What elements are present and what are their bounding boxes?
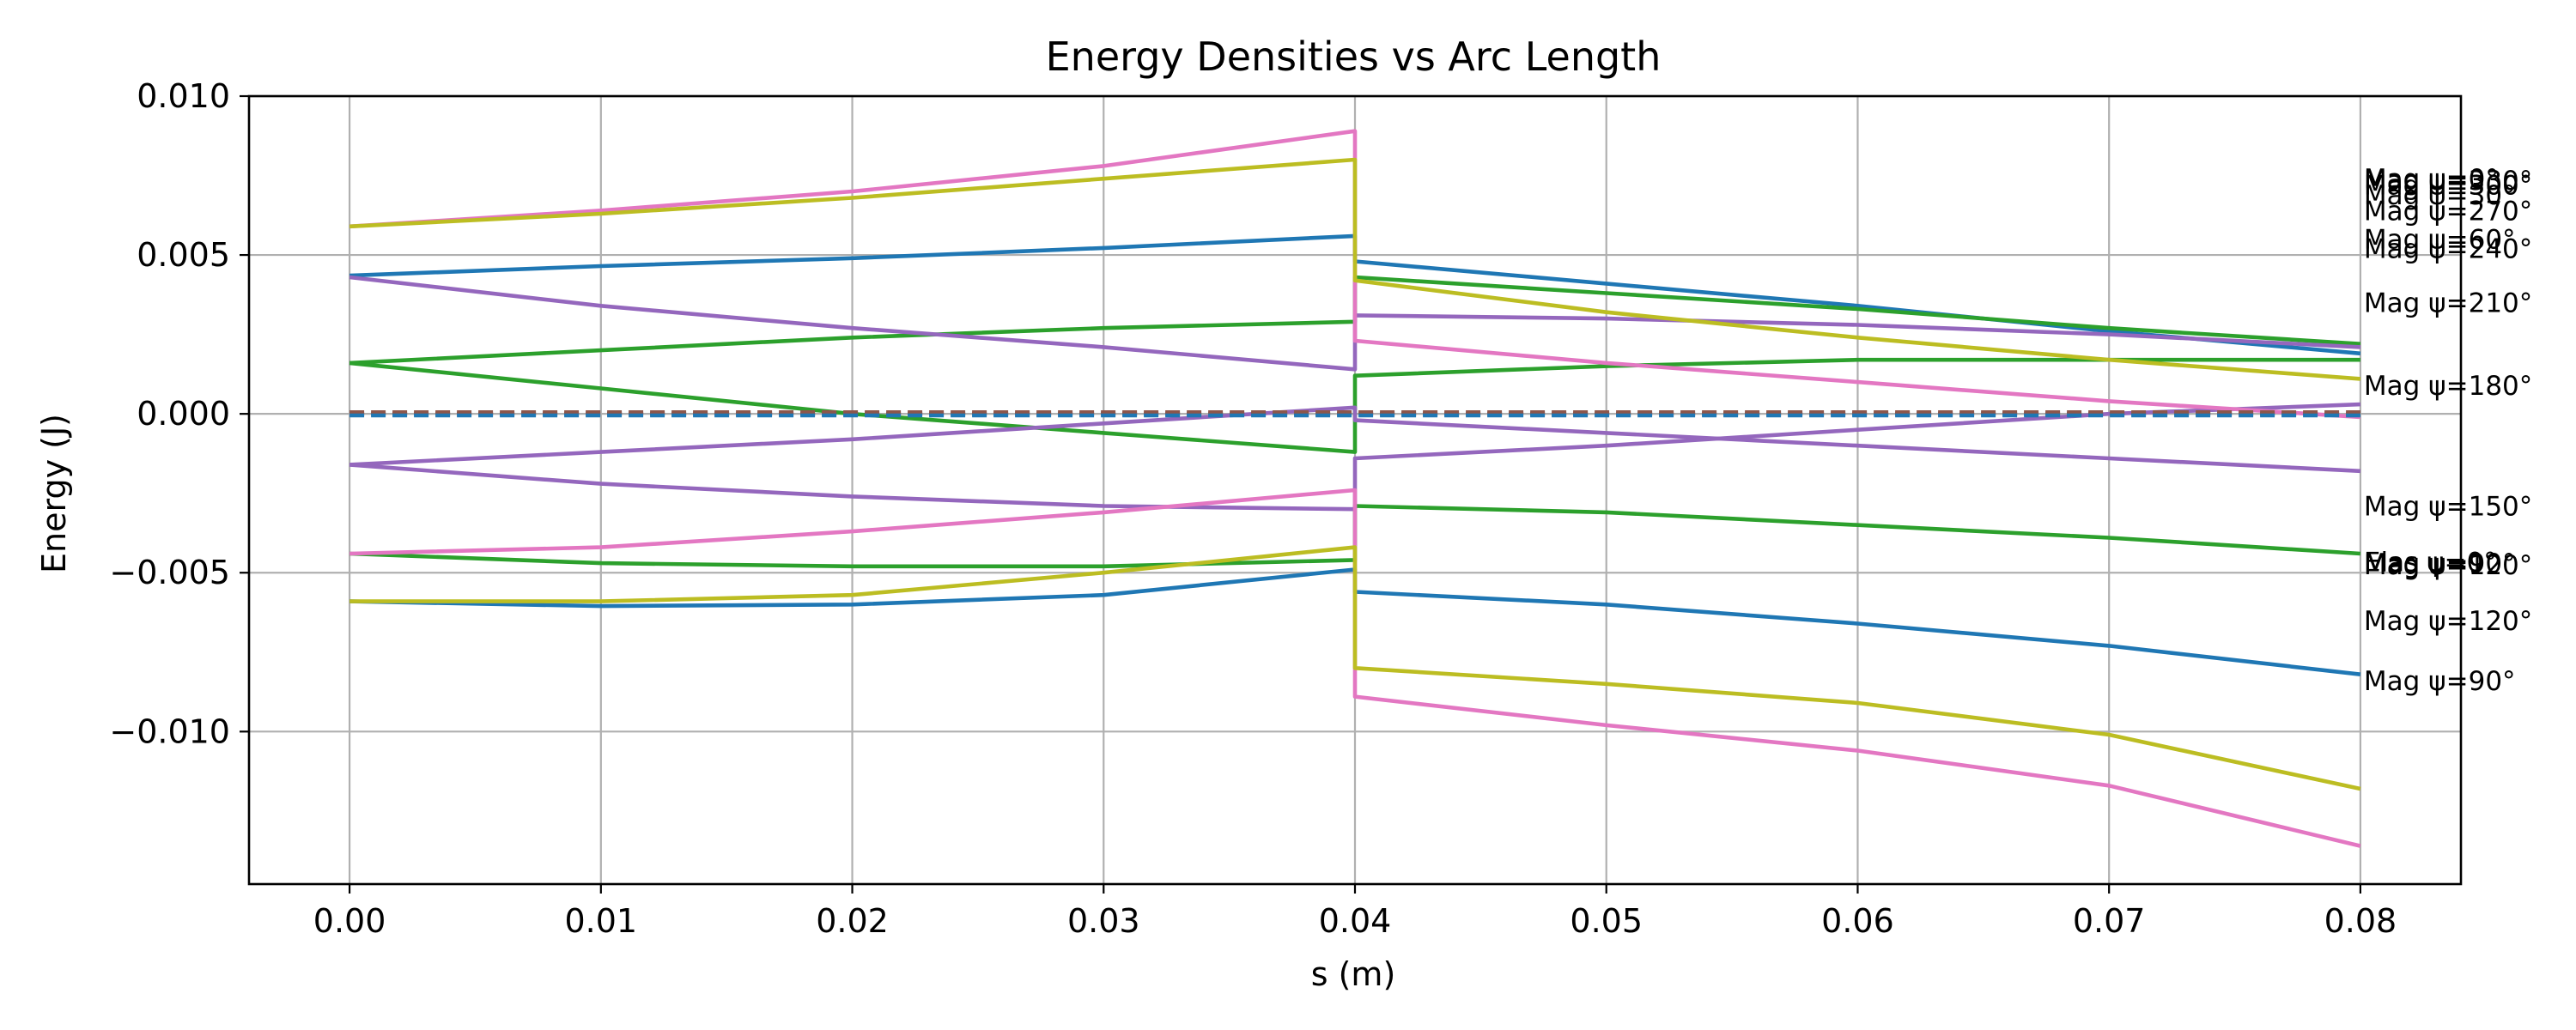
x-tick-label: 0.03 [1067,902,1140,940]
series-line-12 [349,545,2361,791]
end-label: Mag ψ=120° [2364,550,2532,581]
end-label: Mag ψ=0° [2364,164,2499,195]
x-tick-label: 0.08 [2324,902,2397,940]
x-tick-label: 0.00 [313,902,386,940]
series-line-11 [349,157,2361,381]
y-tick-label: −0.010 [109,712,230,750]
end-label: Mag ψ=60° [2364,225,2516,256]
end-label: Mag ψ=120° [2364,606,2532,637]
y-tick-label: −0.005 [109,554,230,591]
end-label: Mag ψ=90° [2364,548,2516,579]
y-tick-label: 0.000 [137,395,230,433]
x-axis-ticks: 0.00 0.01 0.02 0.03 0.04 0.05 0.06 0.07 0.08 [313,884,2397,940]
end-label: Elas ψ=0° [2364,547,2497,578]
end-label: Mag ψ=150° [2364,492,2532,523]
x-tick-label: 0.04 [1319,902,1392,940]
end-label: Mag ψ=30° [2364,180,2516,211]
end-label: Mag ψ=240° [2364,234,2532,265]
series-line-8 [349,402,2360,512]
x-tick-label: 0.06 [1821,902,1894,940]
series-line-7 [349,405,2361,474]
chart-title: Energy Densities vs Arc Length [1046,33,1662,80]
end-label: Mag ψ=330° [2364,166,2532,197]
end-label: Mag ψ=270° [2364,196,2532,227]
x-tick-label: 0.02 [816,902,889,940]
x-tick-label: 0.05 [1570,902,1643,940]
x-tick-label: 0.01 [565,902,638,940]
x-axis-label: s (m) [1311,955,1396,993]
end-label: Mag ψ=300° [2364,171,2532,202]
y-tick-label: 0.005 [137,236,230,274]
y-axis-label: Energy (J) [35,414,73,573]
end-labels: Mag ψ=0°Mag ψ=330°Mag ψ=300°Mag ψ=30°Mag… [2364,164,2532,697]
end-label: Mag ψ=210° [2364,288,2532,319]
x-tick-label: 0.07 [2073,902,2146,940]
y-axis-ticks: 0.010 0.005 0.000 −0.005 −0.010 [109,77,249,750]
end-label: Mag ψ=180° [2364,371,2532,402]
y-tick-label: 0.010 [137,77,230,115]
series-lines [349,129,2361,848]
end-label: Mag ψ=90° [2364,666,2516,697]
